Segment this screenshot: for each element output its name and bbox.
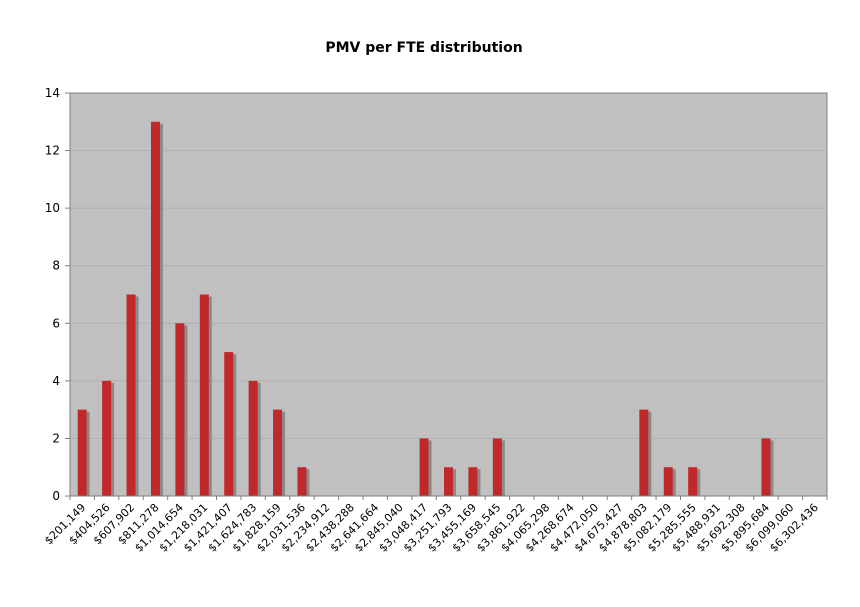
y-tick-label: 2 [52, 431, 60, 445]
y-axis: 0 2 4 6 8 10 12 14 [45, 86, 70, 503]
y-tick-label: 12 [45, 144, 60, 158]
bar [224, 352, 234, 496]
bar [248, 380, 258, 496]
bar [444, 467, 453, 496]
bar [419, 438, 429, 496]
y-tick-label: 10 [45, 201, 60, 215]
bar [199, 294, 209, 496]
y-tick-label: 14 [45, 86, 60, 100]
bars [77, 121, 774, 497]
plot-area [69, 92, 828, 497]
bar [663, 467, 673, 496]
bar [688, 467, 698, 496]
bar [150, 121, 160, 497]
bar [273, 409, 283, 496]
bar [102, 380, 112, 496]
y-tick-label: 6 [52, 316, 60, 330]
chart-title: PMV per FTE distribution [325, 40, 522, 56]
bar [175, 323, 185, 496]
bar [297, 467, 307, 496]
bar [639, 409, 649, 496]
bar [126, 294, 136, 496]
y-tick-label: 8 [52, 259, 60, 273]
x-axis: $201,149$404,526$607,902$811,278$1,014,6… [42, 496, 828, 555]
bar [468, 467, 478, 496]
y-tick-label: 4 [52, 374, 60, 388]
bar [77, 409, 87, 496]
bar [492, 438, 502, 496]
y-tick-label: 0 [52, 489, 60, 503]
bar [761, 438, 771, 496]
gridlines [70, 150, 827, 439]
